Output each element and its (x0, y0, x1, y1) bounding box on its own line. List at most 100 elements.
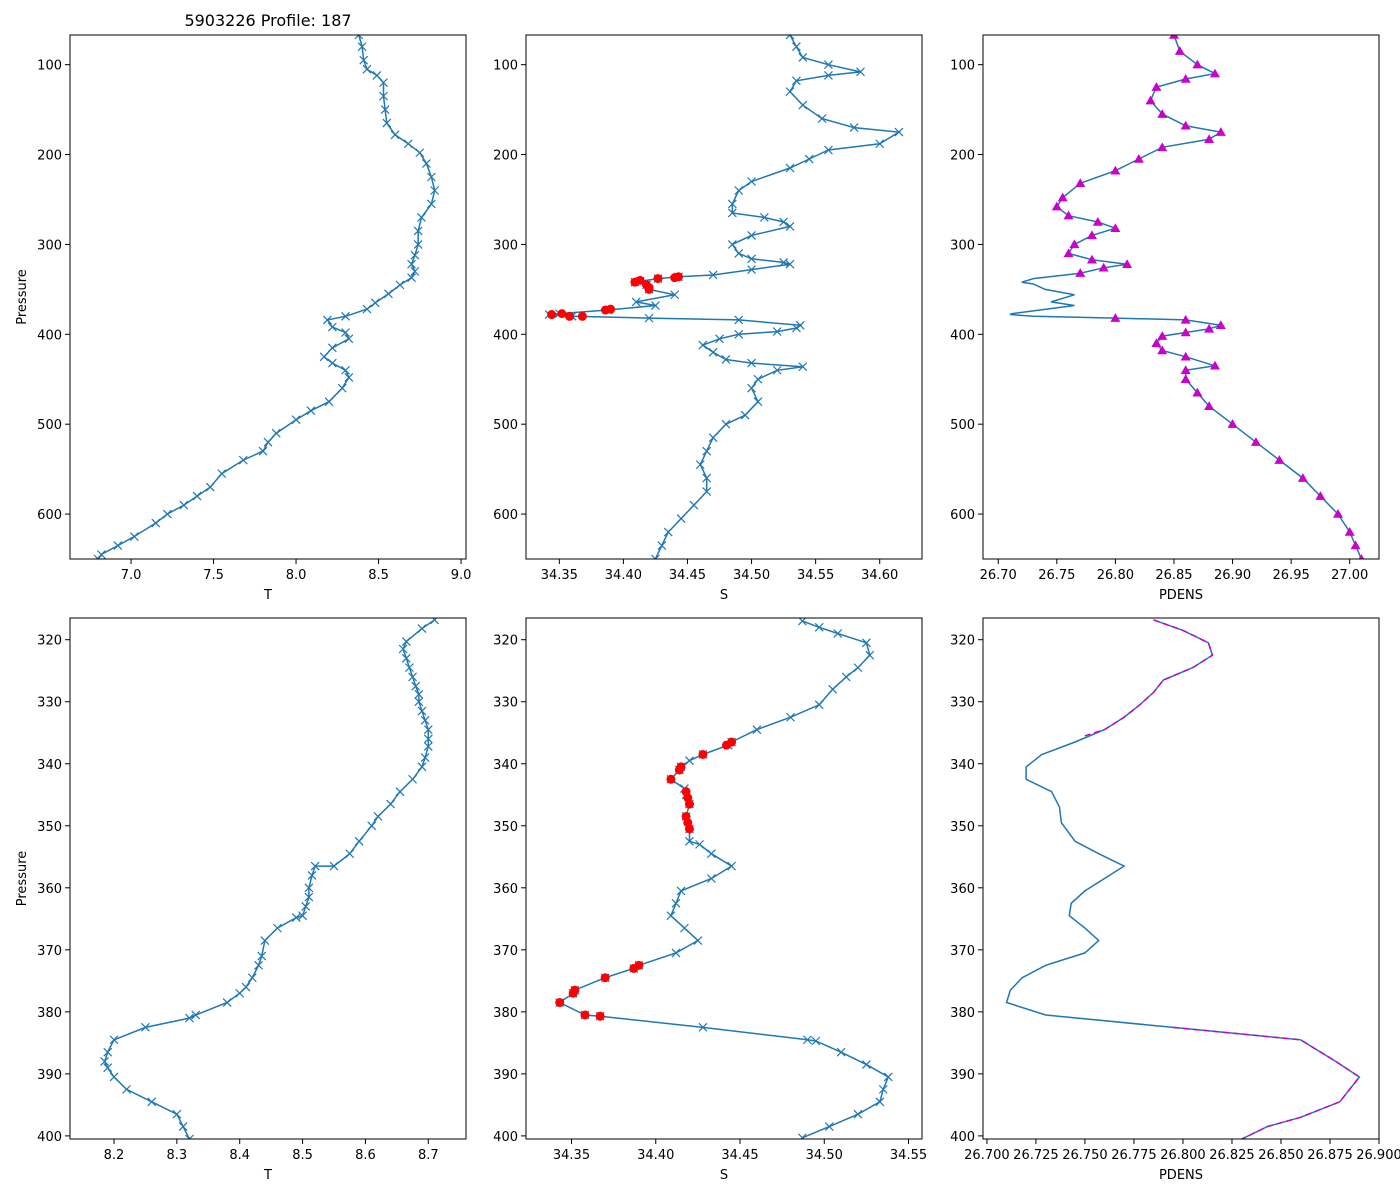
highlight-point (565, 311, 575, 321)
x-marker (798, 100, 808, 110)
y-tick-label: 500 (493, 418, 518, 433)
y-tick-label: 390 (493, 1068, 518, 1083)
x-tick-label: 34.45 (669, 568, 706, 583)
x-marker (398, 644, 408, 654)
x-marker (271, 428, 281, 438)
triangle-marker (1069, 239, 1080, 249)
x-marker (853, 1109, 863, 1119)
x-marker (417, 706, 427, 716)
triangle-marker (1086, 230, 1097, 240)
triangle-marker (1180, 374, 1191, 383)
x-marker (354, 35, 364, 40)
x-tick-label: 34.40 (637, 1148, 674, 1163)
x-marker (875, 1097, 885, 1107)
highlight-point (600, 973, 610, 983)
x-marker (384, 289, 393, 299)
y-tick-label: 360 (493, 882, 518, 897)
y-tick-label: 500 (950, 418, 975, 433)
x-marker (122, 1084, 131, 1094)
y-tick-label: 600 (950, 508, 975, 523)
x-tick-label: 26.75 (1038, 568, 1075, 583)
x-marker (651, 301, 660, 310)
triangle-marker (1315, 491, 1326, 500)
highlight-point (722, 740, 732, 750)
x-marker (833, 629, 843, 638)
x-marker (715, 334, 724, 344)
x-tick-label: 26.875 (1307, 1148, 1353, 1163)
x-marker (747, 177, 756, 186)
x-tick-label: 34.50 (733, 568, 770, 583)
triangle-marker (1110, 313, 1121, 322)
x-marker (747, 383, 756, 393)
y-tick-label: 100 (493, 59, 518, 74)
x-axis-label: S (720, 588, 728, 603)
y-tick-label: 300 (493, 238, 518, 253)
x-marker (257, 951, 267, 961)
x-marker (298, 911, 307, 921)
y-tick-label: 330 (950, 696, 975, 711)
x-marker (753, 374, 763, 384)
x-marker (380, 105, 390, 115)
x-marker (341, 311, 350, 321)
x-marker (708, 433, 718, 443)
x-marker (410, 266, 420, 276)
x-tick-label: 34.35 (553, 1148, 590, 1163)
x-marker (344, 373, 354, 382)
x-marker (172, 1109, 182, 1119)
x-marker (693, 936, 703, 945)
x-marker (179, 500, 189, 510)
x-marker (430, 186, 440, 195)
x-marker (791, 323, 801, 333)
x-marker (759, 213, 769, 222)
x-marker (407, 259, 416, 269)
y-tick-label: 380 (493, 1006, 518, 1021)
x-marker (727, 239, 737, 249)
triangle-marker (1180, 365, 1191, 375)
x-tick-label: 26.850 (1258, 1148, 1304, 1163)
x-marker (417, 762, 427, 772)
x-marker (824, 71, 833, 80)
x-marker (386, 799, 395, 809)
y-tick-label: 340 (950, 758, 975, 773)
x-marker (205, 482, 215, 492)
x-axis-label: PDENS (1159, 1168, 1203, 1183)
y-tick-label: 350 (950, 820, 975, 835)
highlight-point (547, 310, 557, 320)
x-marker (695, 460, 705, 470)
x-marker (103, 1047, 113, 1057)
x-tick-label: 8.6 (355, 1148, 376, 1163)
x-marker (192, 491, 202, 501)
triangle-marker (1151, 82, 1162, 91)
x-marker (307, 870, 317, 880)
x-tick-label: 26.95 (1273, 568, 1310, 583)
x-marker (421, 159, 431, 168)
y-tick-label: 370 (950, 944, 975, 959)
x-marker (786, 712, 795, 722)
x-marker (390, 130, 400, 140)
y-tick-label: 360 (950, 882, 975, 897)
x-marker (785, 163, 795, 173)
triangle-marker (1180, 314, 1191, 324)
x-marker (706, 849, 716, 859)
x-axis-label: S (720, 1168, 728, 1183)
triangle-marker (1063, 248, 1074, 258)
x-marker (706, 874, 716, 883)
y-tick-label: 390 (950, 1068, 975, 1083)
x-marker (824, 1122, 834, 1132)
x-marker (379, 91, 388, 101)
x-marker (395, 787, 405, 797)
x-marker (747, 358, 756, 368)
x-marker (671, 948, 681, 958)
x-marker (93, 554, 103, 559)
x-marker (344, 334, 354, 344)
x-marker (875, 139, 885, 149)
x-marker (337, 383, 347, 393)
y-tick-label: 400 (493, 328, 518, 343)
x-tick-label: 34.35 (541, 568, 578, 583)
panel-bottom-temperature: 8.2 8.3 8.4 8.5 8.6 8.7 320 330 340 350 360 370 380 3… (15, 617, 467, 1183)
triangle-marker (1092, 216, 1103, 226)
panel-top-temperature: 7.0 7.5 8.0 8.5 9.0 100 200 300 400 500 600 T Pressu… (15, 34, 471, 603)
x-marker (702, 487, 712, 497)
x-marker (791, 76, 801, 86)
x-marker (247, 973, 257, 983)
